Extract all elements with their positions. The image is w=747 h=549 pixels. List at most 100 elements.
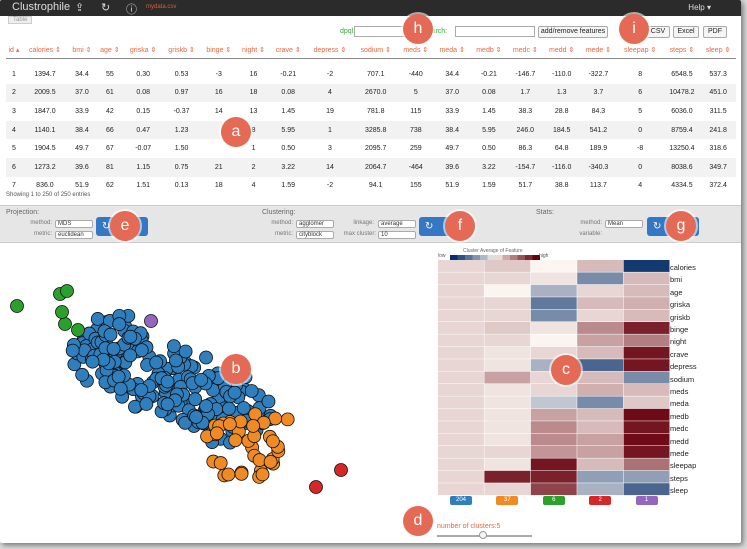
heatmap-cell[interactable] [530,272,577,285]
info-icon[interactable]: ⓘ [126,4,137,16]
heatmap-cell[interactable] [530,446,577,458]
cluster-point[interactable] [221,467,236,482]
cluster-point[interactable] [213,456,228,470]
clustering-metric-select[interactable]: cityblock [296,231,334,239]
search-input[interactable] [455,26,535,37]
heatmap-cell[interactable] [623,384,670,396]
projection-method-select[interactable]: MDS [55,220,93,228]
cluster-count-badge[interactable]: 37 [496,496,519,505]
heatmap-cell[interactable] [484,284,531,297]
heatmap-cell[interactable] [530,322,577,334]
cluster-point[interactable] [246,419,261,433]
projection-scatterplot[interactable] [0,244,430,514]
heatmap-cell[interactable] [438,421,484,434]
cluster-heatmap[interactable] [438,260,670,496]
heatmap-cell[interactable] [438,458,484,471]
heatmap-cell[interactable] [577,297,624,310]
heatmap-cell[interactable] [530,396,577,409]
heatmap-cell[interactable] [530,334,577,347]
table-row[interactable]: 6 1273.2 39.6 81 1.15 0.75 21 2 3.22 14 2064.7 -464… [6,157,736,177]
cluster-point[interactable] [199,350,213,365]
heatmap-cell[interactable] [438,408,484,421]
column-header[interactable]: depress ⇕ [306,42,354,59]
heatmap-cell[interactable] [623,334,670,347]
cluster-point[interactable] [144,314,158,328]
heatmap-cell[interactable] [577,433,624,446]
upload-icon[interactable]: ⇪ [75,2,85,14]
heatmap-cell[interactable] [484,483,531,496]
csv-button[interactable]: CSV [646,26,670,38]
cluster-point[interactable] [134,383,149,397]
heatmap-cell[interactable] [484,458,531,471]
help-menu[interactable]: Help ▾ [688,3,711,12]
cluster-point[interactable] [166,339,181,354]
column-header[interactable]: age ⇕ [95,42,124,59]
cluster-point[interactable] [199,399,214,413]
heatmap-cell[interactable] [484,322,531,334]
cluster-point[interactable] [222,401,236,416]
heatmap-cell[interactable] [438,272,484,285]
clustering-method-select[interactable]: agglomer [296,220,334,228]
heatmap-cell[interactable] [438,322,484,334]
heatmap-cell[interactable] [438,346,484,359]
cluster-point[interactable] [160,397,175,412]
heatmap-cell[interactable] [484,433,531,446]
heatmap-cell[interactable] [484,359,531,372]
heatmap-cell[interactable] [438,433,484,446]
cluster-point[interactable] [60,284,74,298]
cluster-point[interactable] [189,410,203,424]
column-header[interactable]: mede ⇕ [580,42,617,59]
heatmap-cell[interactable] [577,446,624,458]
cluster-count-badge[interactable]: 204 [450,496,472,505]
heatmap-cell[interactable] [623,309,670,322]
cluster-point[interactable] [113,381,128,396]
heatmap-cell[interactable] [577,284,624,297]
heatmap-cell[interactable] [623,371,670,384]
heatmap-cell[interactable] [530,483,577,496]
heatmap-cell[interactable] [577,322,624,334]
table-row[interactable]: 1 1394.7 34.4 55 0.30 0.53 -3 16 -0.21 -2 707.1 -44… [6,65,736,84]
cluster-point[interactable] [75,367,90,382]
column-header[interactable]: medd ⇕ [543,42,581,59]
heatmap-cell[interactable] [577,483,624,496]
cluster-point[interactable] [65,343,80,358]
heatmap-cell[interactable] [484,371,531,384]
heatmap-cell[interactable] [530,458,577,471]
heatmap-cell[interactable] [484,346,531,359]
cluster-point[interactable] [227,385,242,400]
heatmap-cell[interactable] [623,446,670,458]
cluster-point[interactable] [263,454,278,469]
heatmap-cell[interactable] [484,334,531,347]
table-row[interactable]: 7 836.0 51.9 62 1.51 0.13 18 4 1.59 -2 94.1 155 51.9… [6,177,736,196]
table-row[interactable]: 3 1847.0 33.9 42 0.15 -0.37 14 13 1.45 19 781.8 115… [6,102,736,121]
cluster-point[interactable] [178,415,193,430]
heatmap-cell[interactable] [577,396,624,409]
heatmap-cell[interactable] [530,408,577,421]
heatmap-cell[interactable] [438,483,484,496]
cluster-point[interactable] [261,394,276,409]
heatmap-cell[interactable] [530,384,577,396]
cluster-point[interactable] [178,344,193,359]
cluster-count-badge[interactable]: 1 [635,496,658,505]
table-row[interactable]: 2 2009.5 37.0 61 0.08 0.97 16 18 0.08 4 2670.0 5 37.… [6,83,736,103]
cluster-point[interactable] [194,372,209,387]
heatmap-cell[interactable] [623,297,670,310]
cluster-point[interactable] [10,299,24,313]
heatmap-cell[interactable] [484,470,531,483]
column-header[interactable]: calories ⇕ [21,42,69,59]
max-cluster-input[interactable]: 10 [378,231,416,239]
heatmap-cell[interactable] [484,384,531,396]
heatmap-cell[interactable] [438,260,484,272]
cluster-point[interactable] [210,426,224,441]
cluster-point[interactable] [139,397,154,411]
cluster-point[interactable] [265,434,280,449]
heatmap-cell[interactable] [530,297,577,310]
pdf-button[interactable]: PDF [703,26,727,38]
cluster-point[interactable] [123,329,138,344]
refresh-icon[interactable]: ↻ [101,2,111,14]
heatmap-cell[interactable] [577,309,624,322]
tab-table[interactable]: Table [8,16,33,24]
heatmap-cell[interactable] [623,260,670,272]
cluster-point[interactable] [160,374,175,389]
column-header[interactable]: medb ⇕ [470,42,508,59]
